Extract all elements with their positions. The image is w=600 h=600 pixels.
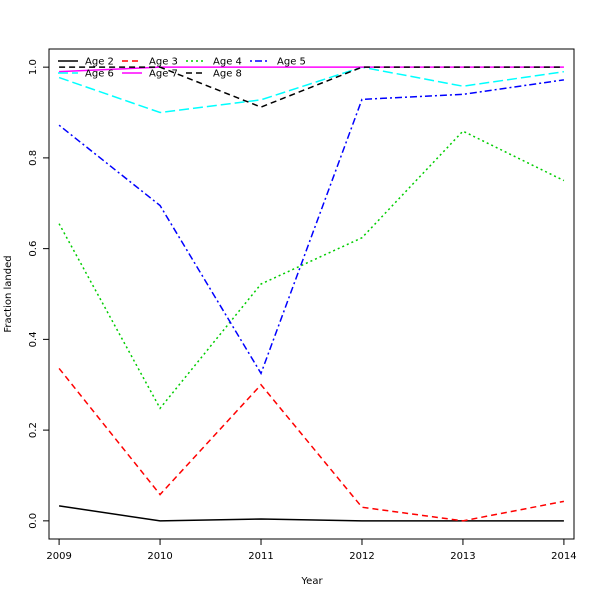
y-tick-label: 0.2 [28, 422, 39, 438]
series-line-age-4 [58, 130, 565, 410]
legend-label-age-8: Age 8 [213, 69, 242, 80]
x-tick-label: 2010 [147, 551, 172, 562]
series-layer [58, 66, 565, 522]
series-line-age-6 [58, 66, 565, 114]
plot-frame [48, 48, 575, 540]
x-tick-label: 2012 [349, 551, 374, 562]
y-tick-label: 0.0 [28, 513, 39, 529]
y-axis: 0.0 0.2 0.4 0.6 0.8 1.0 [28, 59, 49, 529]
legend: Age 2 Age 3 Age 4 Age 5 Age 6 Age 7 Age 8 [58, 57, 306, 80]
legend-label-age-2: Age 2 [85, 57, 114, 68]
x-tick-label: 2014 [551, 551, 576, 562]
x-tick-label: 2013 [450, 551, 475, 562]
legend-label-age-6: Age 6 [85, 69, 114, 80]
series-line-age-2 [58, 505, 564, 522]
legend-label-age-7: Age 7 [149, 69, 178, 80]
x-axis-title: Year [300, 576, 323, 587]
x-axis: 2009 2010 2011 2012 2013 2014 [46, 539, 577, 562]
series-line-age-8 [59, 66, 564, 108]
y-tick-label: 0.4 [28, 331, 39, 347]
legend-label-age-5: Age 5 [277, 57, 306, 68]
y-tick-label: 0.6 [28, 241, 39, 257]
y-axis-title: Fraction landed [3, 255, 14, 332]
x-tick-label: 2011 [248, 551, 273, 562]
x-tick-label: 2009 [46, 551, 71, 562]
legend-label-age-3: Age 3 [149, 57, 178, 68]
series-line-age-3 [58, 367, 565, 522]
y-tick-label: 1.0 [28, 59, 39, 75]
y-tick-label: 0.8 [28, 150, 39, 166]
legend-label-age-4: Age 4 [213, 57, 242, 68]
series-line-age-5 [58, 79, 565, 376]
